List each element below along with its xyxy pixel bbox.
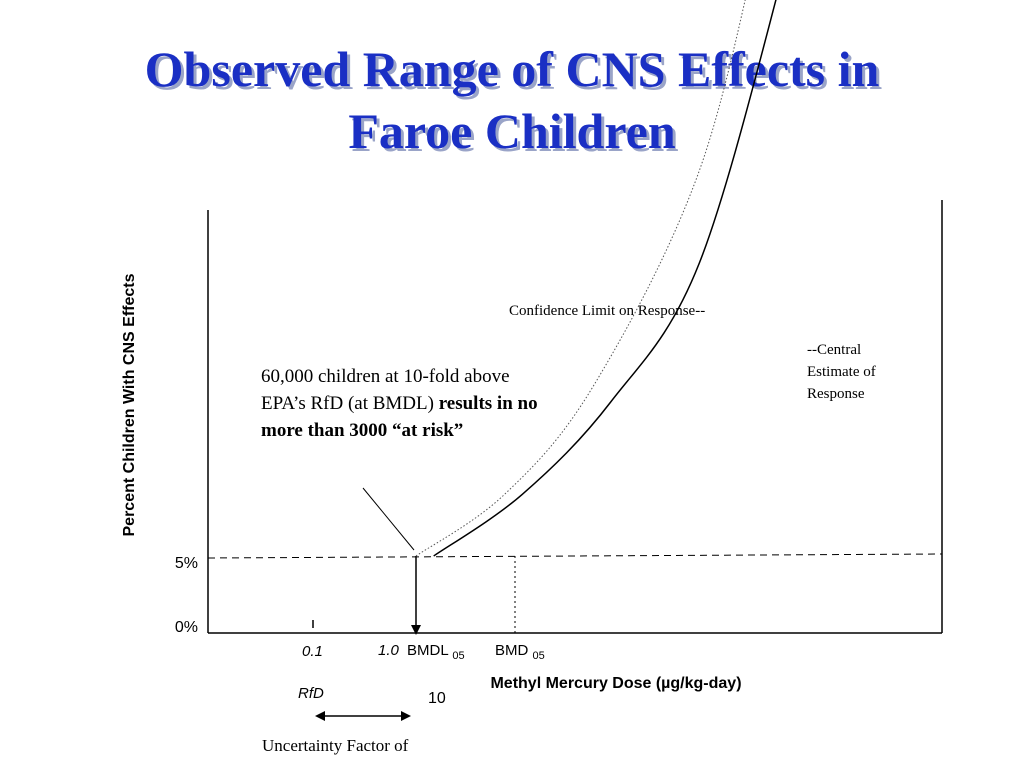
x-marker-bmdl-label: BMDL — [407, 642, 448, 659]
x-marker-bmdl-sub: 05 — [452, 650, 464, 662]
series-central-estimate-curve — [433, 0, 777, 557]
x-marker-bmd: BMD 05 — [495, 642, 545, 662]
x-marker-rfd-label: RfD — [298, 685, 324, 702]
series-confidence-limit-curve — [415, 0, 746, 557]
callout-bold-text: results in no more than 3000 “at risk” — [261, 393, 538, 441]
confidence-limit-label: Confidence Limit on Response-- — [509, 303, 706, 319]
x-axis-label: Methyl Mercury Dose (µg/kg-day) — [490, 675, 741, 692]
uncertainty-factor-value: 10 — [428, 690, 446, 707]
x-marker-bmd-sub: 05 — [533, 650, 545, 662]
slide-title-line2: Faroe Children — [348, 103, 676, 159]
y-tick-label-0: 0% — [175, 619, 198, 636]
slide-title: Observed Range of CNS Effects in Faroe C… — [0, 38, 1024, 162]
slide-title-line1: Observed Range of CNS Effects in — [144, 41, 880, 97]
at-risk-callout: 60,000 children at 10-fold above EPA’s R… — [261, 363, 551, 444]
central-estimate-label: --Central Estimate of Response — [807, 342, 876, 402]
callout-text: 60,000 children at 10-fold above EPA’s R… — [261, 366, 510, 414]
callout-pointer — [362, 487, 415, 551]
y-axis-label: Percent Children With CNS Effects — [121, 273, 138, 536]
x-marker-bmd-label: BMD — [495, 642, 529, 659]
five-percent-reference-line — [207, 553, 943, 559]
uncertainty-factor-label: Uncertainty Factor of — [262, 736, 409, 755]
y-tick-label-5: 5% — [175, 555, 198, 572]
x-marker-rfd-value: 0.1 — [302, 643, 323, 660]
x-marker-bmdl-value: 1.0 — [378, 642, 400, 659]
x-marker-bmdl: 1.0 BMDL 05 — [378, 642, 465, 662]
